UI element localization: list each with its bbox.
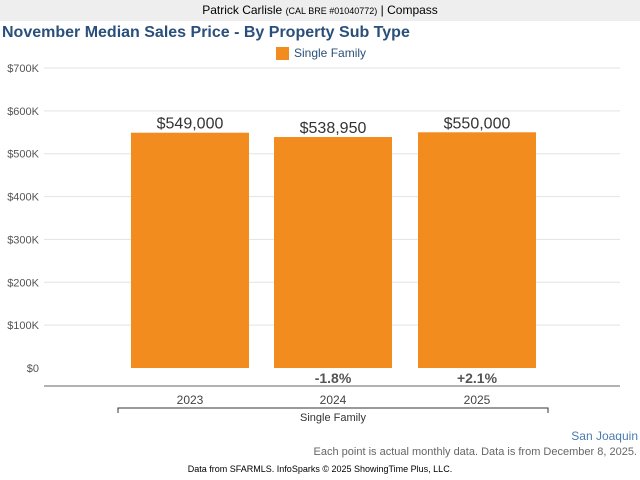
x-tick-label-2025: 2025	[464, 393, 491, 407]
y-tick-label: $200K	[7, 277, 39, 289]
data-note: Each point is actual monthly data. Data …	[313, 446, 637, 458]
data-label-2025: $550,000	[444, 115, 511, 132]
y-tick-label: $700K	[7, 63, 39, 75]
bar-2023[interactable]	[131, 132, 249, 368]
change-label-2025: +2.1%	[457, 370, 498, 386]
legend-label-single-family: Single Family	[294, 46, 367, 60]
chart-title: November Median Sales Price - By Propert…	[2, 24, 410, 41]
data-label-2024: $538,950	[300, 120, 367, 137]
y-tick-label: $0	[27, 363, 39, 375]
change-label-2024: -1.8%	[315, 370, 352, 386]
y-tick-label: $100K	[7, 320, 39, 332]
agent-header: Patrick Carlisle (CAL BRE #01040772) | C…	[0, 0, 640, 21]
agent-license: (CAL BRE #01040772)	[285, 6, 378, 16]
chart-legend[interactable]: Single Family	[276, 46, 366, 60]
y-tick-label: $500K	[7, 149, 39, 161]
bar-2025[interactable]	[418, 132, 536, 368]
data-credit: Data from SFARMLS. InfoSparks © 2025 Sho…	[187, 464, 453, 474]
bar-2024[interactable]	[274, 137, 392, 368]
y-tick-label: $400K	[7, 192, 39, 204]
group-label: Single Family	[300, 412, 367, 424]
y-tick-label: $600K	[7, 106, 39, 118]
agent-name: Patrick Carlisle	[202, 3, 283, 17]
y-tick-label: $300K	[7, 234, 39, 246]
x-tick-label-2023: 2023	[177, 393, 204, 407]
brokerage-name: Compass	[387, 3, 438, 17]
data-label-2023: $549,000	[157, 116, 224, 133]
legend-swatch-single-family	[276, 46, 289, 60]
x-tick-label-2024: 2024	[320, 393, 347, 407]
region-label: San Joaquin	[571, 429, 638, 443]
group-bracket	[117, 407, 549, 413]
header-separator: |	[380, 3, 384, 17]
